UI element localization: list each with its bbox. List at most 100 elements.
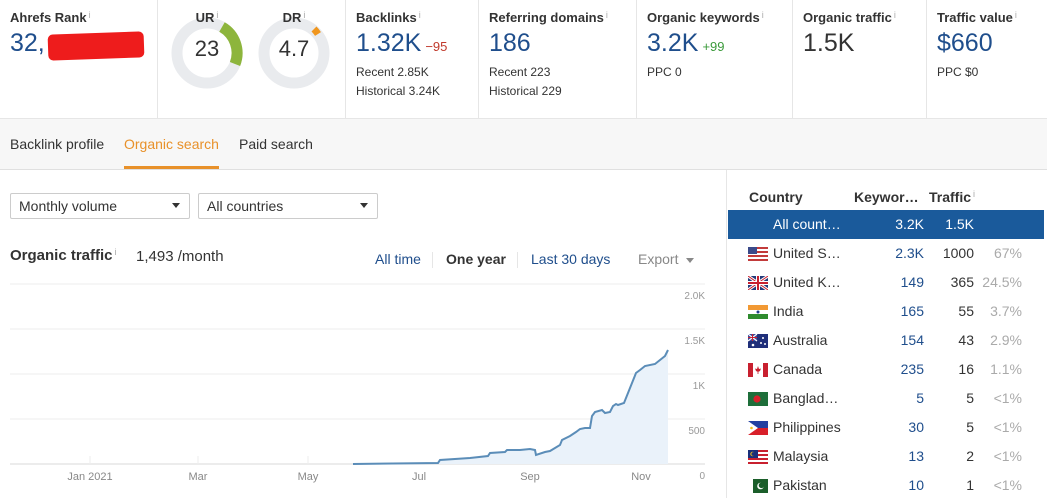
x-tick: Jul <box>411 471 427 483</box>
referring-domains-historical: Historical 229 <box>489 84 562 98</box>
country-keywords[interactable]: 235 <box>900 361 924 377</box>
country-row[interactable]: Philippines 30 5 <1% <box>728 413 1044 442</box>
chevron-down-icon <box>360 203 368 208</box>
organic-traffic-chart[interactable] <box>0 280 725 498</box>
country-traffic: 5 <box>966 390 974 406</box>
tab-paid-search[interactable]: Paid search <box>239 136 313 152</box>
country-keywords[interactable]: 2.3K <box>895 245 924 261</box>
info-icon[interactable]: i <box>973 189 976 199</box>
info-icon[interactable]: i <box>761 10 764 20</box>
country-row[interactable]: Canada 235 16 1.1% <box>728 355 1044 384</box>
referring-domains-value[interactable]: 186 <box>489 29 531 57</box>
export-label: Export <box>638 251 679 267</box>
info-icon[interactable]: i <box>216 10 219 20</box>
metric-traffic-value: Traffic value i $660 PPC $0 <box>927 0 1047 118</box>
export-button[interactable]: Export <box>638 251 695 267</box>
country-name: United S… <box>773 245 841 261</box>
ur-value: 23 <box>194 36 220 61</box>
column-header-keywords[interactable]: Keywor… <box>854 189 919 205</box>
metrics-bar: Ahrefs Rank i 32, UR i 23 DR i 4.7 Backlink… <box>0 0 1047 119</box>
ahrefs-rank-value: 32, <box>10 29 45 57</box>
flag-my-icon <box>748 450 768 464</box>
x-tick: Sep <box>520 471 540 483</box>
backlinks-value[interactable]: 1.32K <box>356 29 422 57</box>
info-icon[interactable]: i <box>893 10 896 20</box>
chart-title: Organic traffic <box>10 247 113 264</box>
country-traffic-share: 1.1% <box>990 361 1022 377</box>
country-traffic-share: 2.9% <box>990 332 1022 348</box>
range-one-year[interactable]: One year <box>446 251 506 267</box>
dr-ring-icon <box>258 17 330 89</box>
flag-pk-icon <box>748 479 768 493</box>
country-row[interactable]: Banglad… 5 5 <1% <box>728 384 1044 413</box>
info-icon[interactable]: i <box>1014 10 1017 20</box>
organic-keywords-value[interactable]: 3.2K <box>647 29 699 57</box>
country-traffic: 43 <box>958 332 974 348</box>
traffic-value-ppc: PPC $0 <box>937 65 979 79</box>
traffic-value-label: Traffic value <box>937 10 1013 25</box>
referring-domains-recent: Recent 223 <box>489 65 551 79</box>
country-dropdown[interactable]: All countries <box>198 193 378 219</box>
country-keywords[interactable]: 165 <box>900 303 924 319</box>
country-name: Philippines <box>773 419 841 435</box>
column-header-country[interactable]: Country <box>749 189 803 205</box>
volume-dropdown[interactable]: Monthly volume <box>10 193 190 219</box>
country-traffic-share: <1% <box>993 419 1022 435</box>
country-row[interactable]: United S… 2.3K 1000 67% <box>728 239 1044 268</box>
dr-value: 4.7 <box>278 36 310 61</box>
tab-organic-search[interactable]: Organic search <box>124 136 219 152</box>
country-name: Australia <box>773 332 828 348</box>
country-keywords[interactable]: 10 <box>908 477 924 493</box>
country-row[interactable]: Australia 154 43 2.9% <box>728 326 1044 355</box>
info-icon[interactable]: i <box>114 247 117 257</box>
country-keywords[interactable]: 30 <box>908 419 924 435</box>
volume-dropdown-value: Monthly volume <box>19 198 118 214</box>
backlinks-recent: Recent 2.85K <box>356 65 429 79</box>
country-name: Malaysia <box>773 448 829 464</box>
ur-ring-icon <box>171 17 243 89</box>
y-tick: 1K <box>692 381 705 392</box>
ur-label: UR <box>195 10 215 25</box>
metric-organic-traffic: Organic traffic i 1.5K <box>793 0 927 118</box>
country-traffic-share: 67% <box>993 245 1022 261</box>
country-row[interactable]: Malaysia 13 2 <1% <box>728 442 1044 471</box>
backlinks-historical: Historical 3.24K <box>356 84 441 98</box>
organic-traffic-value: 1.5K <box>803 29 855 57</box>
flag-bd-icon <box>748 392 768 406</box>
country-keywords[interactable]: 149 <box>900 274 924 290</box>
country-keywords[interactable]: 5 <box>916 390 924 406</box>
flag-ph-icon <box>748 421 768 435</box>
tab-backlink-profile[interactable]: Backlink profile <box>10 136 105 152</box>
country-keywords[interactable]: 154 <box>900 332 924 348</box>
traffic-value-value: $660 <box>937 29 993 57</box>
info-icon[interactable]: i <box>418 10 421 20</box>
info-icon[interactable]: i <box>605 10 608 20</box>
range-all-time[interactable]: All time <box>375 251 421 267</box>
country-traffic: 16 <box>958 361 974 377</box>
country-traffic: 1 <box>966 477 974 493</box>
info-icon[interactable]: i <box>303 10 306 20</box>
dr-label: DR <box>282 10 302 25</box>
flag-au-icon <box>748 334 768 348</box>
dr-gauge: DR i 4.7 <box>257 10 331 90</box>
x-tick: May <box>297 471 319 483</box>
country-traffic-share: 24.5% <box>982 274 1022 290</box>
column-header-traffic[interactable]: Traffic <box>929 189 972 205</box>
countries-panel: Country Keywor… Traffic i All count… 3.2K… <box>726 170 1047 498</box>
country-row-all[interactable]: All count… 3.2K 1.5K <box>728 210 1044 239</box>
y-tick: 2.0K <box>684 291 705 302</box>
country-row[interactable]: India 165 55 3.7% <box>728 297 1044 326</box>
country-row[interactable]: Pakistan 10 1 <1% <box>728 471 1044 500</box>
country-row[interactable]: United K… 149 365 24.5% <box>728 268 1044 297</box>
country-traffic: 2 <box>966 448 974 464</box>
range-last-30-days[interactable]: Last 30 days <box>531 251 611 267</box>
chevron-down-icon <box>686 257 695 263</box>
divider <box>517 252 518 268</box>
country-keywords[interactable]: 13 <box>908 448 924 464</box>
country-dropdown-value: All countries <box>207 198 284 214</box>
report-tabs: Backlink profile Organic search Paid sea… <box>0 119 1047 170</box>
ahrefs-rank-label: Ahrefs Rank <box>10 10 87 25</box>
flag-us-icon <box>748 247 768 261</box>
ur-gauge: UR i 23 <box>170 10 244 90</box>
info-icon[interactable]: i <box>88 10 91 20</box>
